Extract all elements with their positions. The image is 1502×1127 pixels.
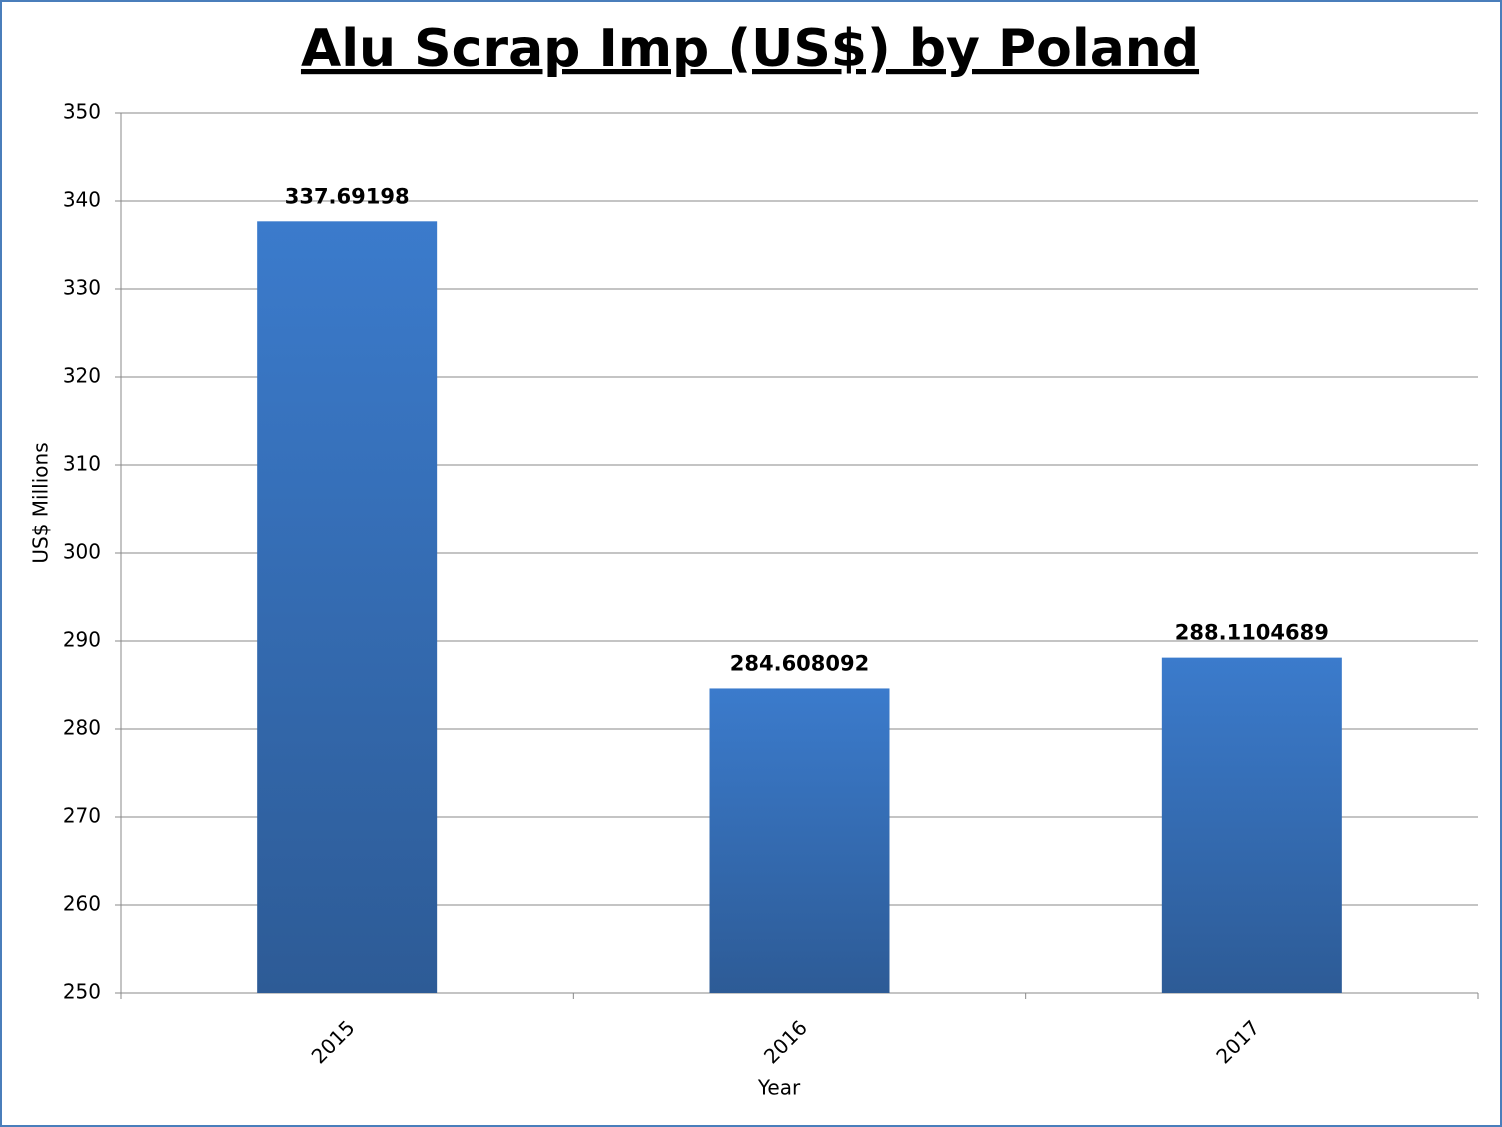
data-label: 288.1104689 xyxy=(1175,621,1329,645)
y-tick-label: 280 xyxy=(63,716,101,740)
data-label: 337.69198 xyxy=(285,184,410,208)
bar xyxy=(257,221,438,994)
y-tick-label: 350 xyxy=(63,100,101,124)
y-tick-label: 270 xyxy=(63,804,101,828)
y-tick-label: 260 xyxy=(63,892,101,916)
y-tick-label: 300 xyxy=(63,540,101,564)
y-tick-label: 290 xyxy=(63,628,101,652)
y-tick-label: 330 xyxy=(63,276,101,300)
y-tick-label: 320 xyxy=(63,364,101,388)
data-label: 284.608092 xyxy=(730,651,869,675)
y-tick-label: 340 xyxy=(63,188,101,212)
bar xyxy=(709,688,890,993)
y-axis-title: US$ Millions xyxy=(29,442,53,563)
bar xyxy=(1161,657,1342,993)
chart-title: Alu Scrap Imp (US$) by Poland xyxy=(301,19,1199,79)
y-tick-label: 310 xyxy=(63,452,101,476)
y-tick-label: 250 xyxy=(63,980,101,1004)
x-axis-title: Year xyxy=(757,1076,801,1100)
